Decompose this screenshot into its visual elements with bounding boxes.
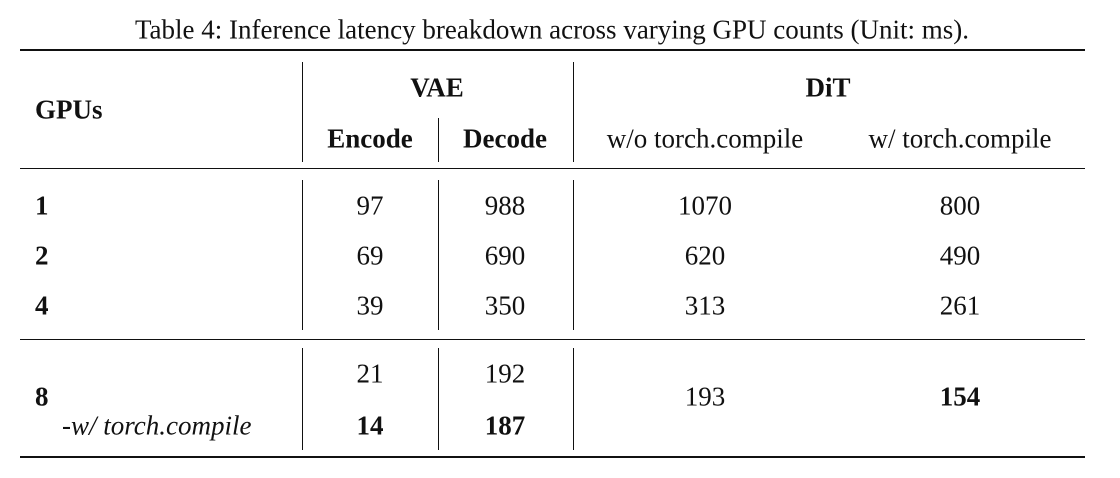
cell-wo-compile: 1070 bbox=[678, 190, 732, 221]
divider bbox=[573, 62, 574, 162]
divider bbox=[302, 348, 303, 450]
cell-encode: 21 bbox=[356, 358, 384, 389]
cell-encode: 39 bbox=[356, 290, 384, 321]
top-rule bbox=[20, 49, 1085, 51]
cell-decode-compiled: 187 bbox=[484, 410, 526, 441]
divider bbox=[573, 348, 574, 450]
cell-w-compile: 800 bbox=[939, 190, 981, 221]
divider bbox=[302, 62, 303, 162]
header-decode: Decode bbox=[463, 123, 547, 154]
divider bbox=[438, 348, 439, 450]
header-dit: DiT bbox=[805, 72, 851, 103]
bottom-rule bbox=[20, 456, 1085, 458]
divider bbox=[573, 180, 574, 330]
header-w-compile: w/ torch.compile bbox=[868, 123, 1052, 154]
header-vae: VAE bbox=[410, 72, 464, 103]
cell-wo-compile: 313 bbox=[684, 290, 726, 321]
cell-decode: 192 bbox=[484, 358, 526, 389]
cell-encode-compiled: 14 bbox=[356, 410, 384, 441]
cell-wo-compile: 193 bbox=[684, 381, 726, 412]
table-caption: Table 4: Inference latency breakdown acr… bbox=[134, 14, 970, 45]
cell-w-compile: 154 bbox=[939, 381, 981, 412]
cell-decode: 988 bbox=[484, 190, 526, 221]
cell-w-compile: 490 bbox=[939, 240, 981, 271]
cell-gpus: 1 bbox=[35, 190, 49, 221]
cell-sub-label: -w/ torch.compile bbox=[62, 410, 252, 441]
header-wo-compile: w/o torch.compile bbox=[606, 123, 804, 154]
cell-gpus: 8 bbox=[35, 381, 49, 412]
divider bbox=[302, 180, 303, 330]
cell-decode: 690 bbox=[484, 240, 526, 271]
cell-gpus: 4 bbox=[35, 290, 49, 321]
divider bbox=[438, 180, 439, 330]
mid-rule bbox=[20, 339, 1085, 340]
cell-decode: 350 bbox=[484, 290, 526, 321]
cell-encode: 97 bbox=[356, 190, 384, 221]
cell-gpus: 2 bbox=[35, 240, 49, 271]
divider bbox=[438, 118, 439, 162]
header-gpus: GPUs bbox=[35, 94, 103, 125]
cell-wo-compile: 620 bbox=[684, 240, 726, 271]
cell-w-compile: 261 bbox=[939, 290, 981, 321]
header-rule bbox=[20, 168, 1085, 169]
cell-encode: 69 bbox=[356, 240, 384, 271]
header-encode: Encode bbox=[327, 123, 413, 154]
